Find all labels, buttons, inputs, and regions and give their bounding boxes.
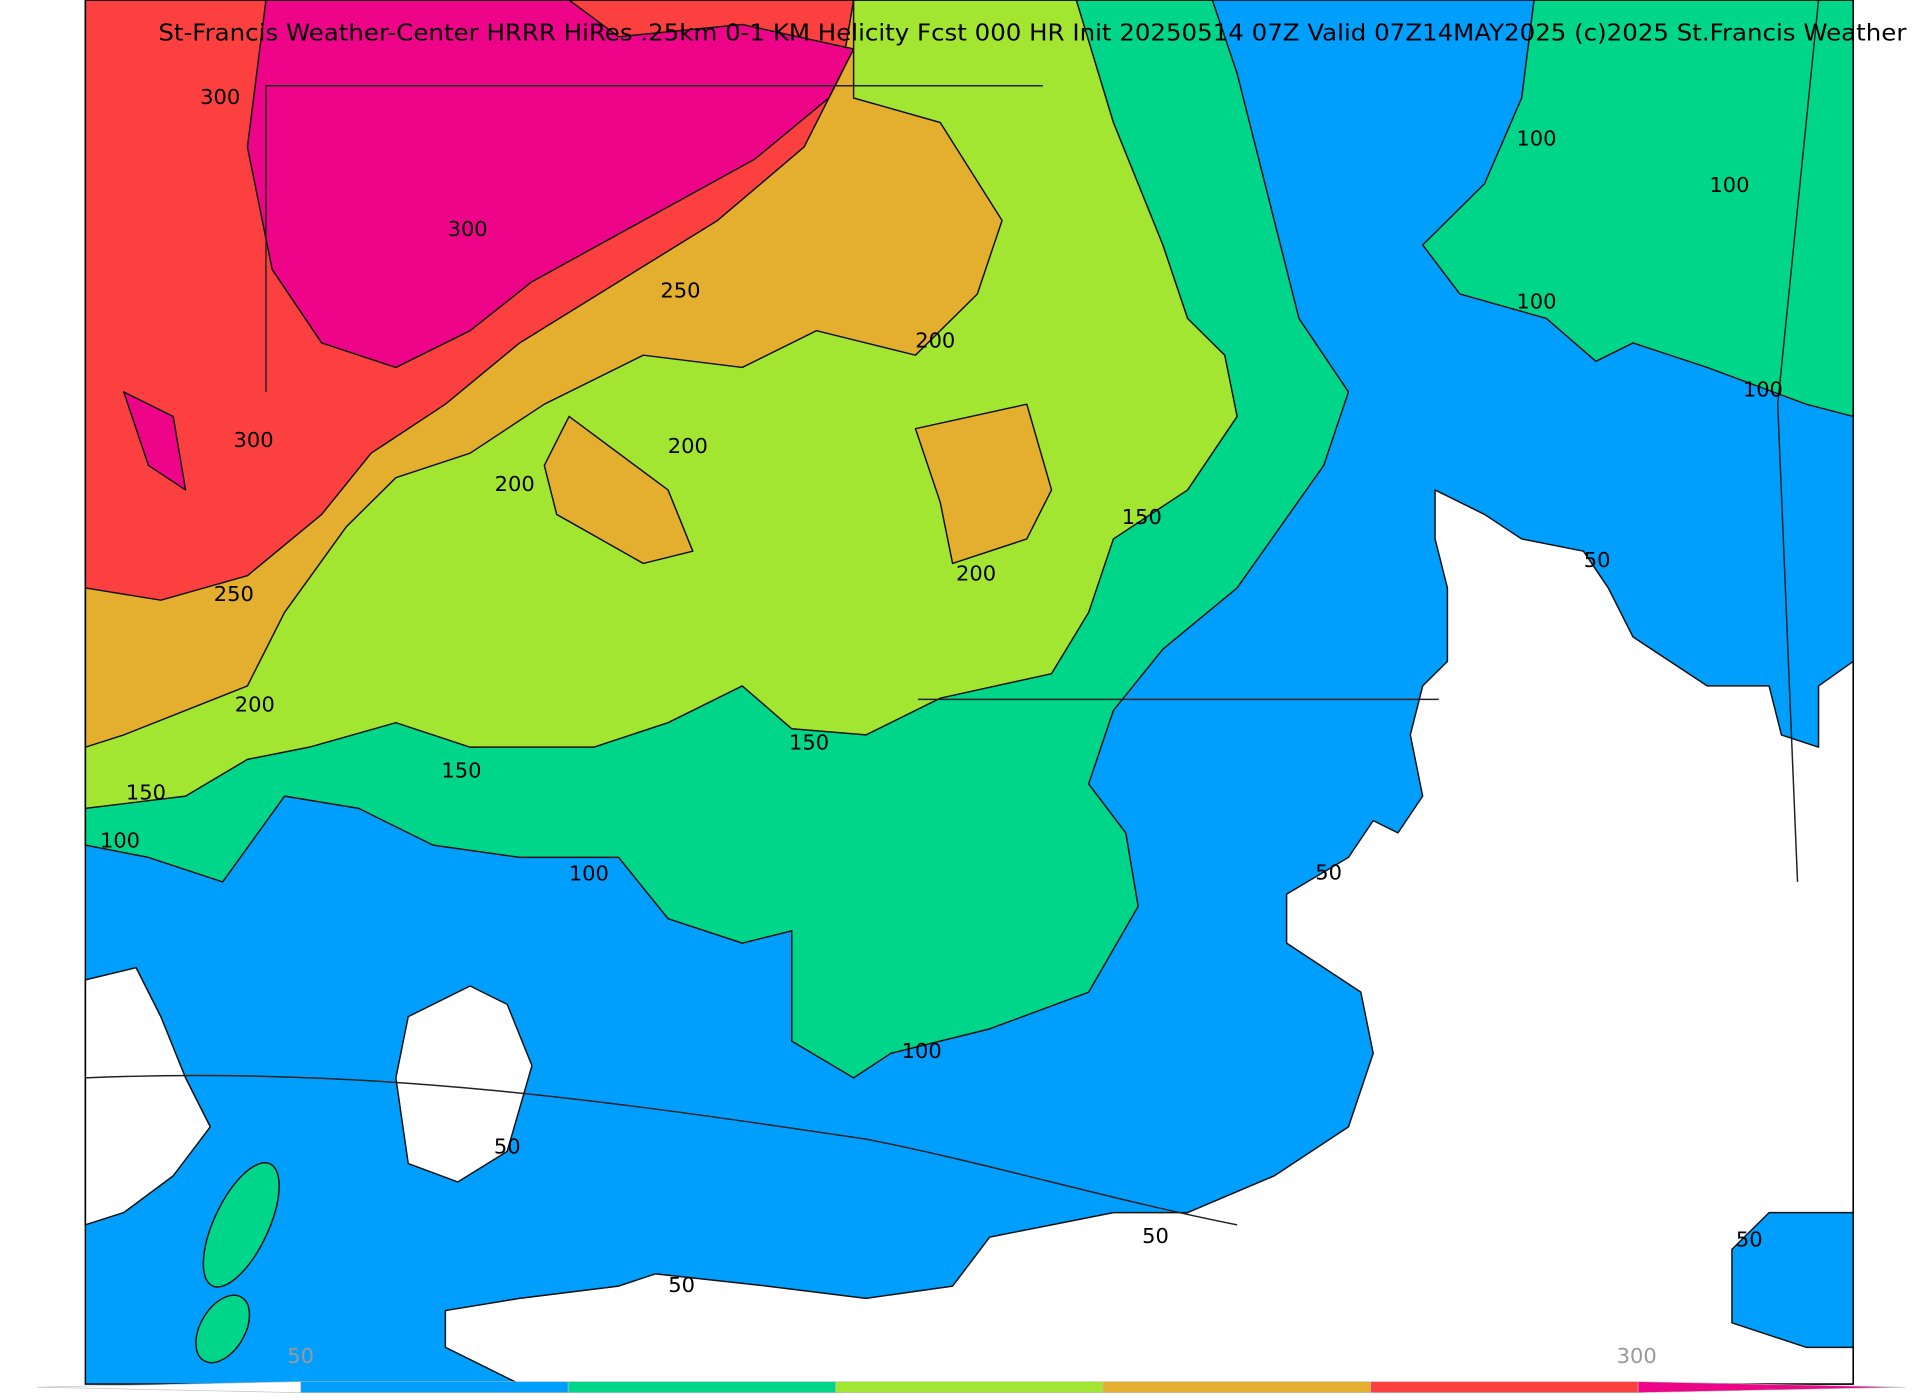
contour-label: 200 bbox=[915, 329, 955, 353]
contour-label: 300 bbox=[448, 217, 488, 241]
contour-label: 50 bbox=[494, 1135, 521, 1159]
colorbar-segment bbox=[300, 1381, 569, 1393]
contour-label: 50 bbox=[668, 1273, 695, 1297]
contour-label: 100 bbox=[100, 829, 140, 853]
orange-region bbox=[914, 403, 1053, 565]
colorbar-segment bbox=[835, 1381, 1104, 1393]
contour-label: 150 bbox=[789, 731, 829, 755]
contour-label: 50 bbox=[1142, 1224, 1169, 1248]
colorbar-segment bbox=[1102, 1381, 1371, 1393]
contour-label: 150 bbox=[441, 759, 481, 783]
contour-label: 250 bbox=[660, 279, 700, 303]
white-region bbox=[84, 966, 212, 1226]
contour-label: 50 bbox=[1736, 1228, 1763, 1252]
contour-label: 300 bbox=[234, 428, 274, 452]
contour-label: 200 bbox=[495, 472, 535, 496]
contour-label: 200 bbox=[668, 434, 708, 458]
map-field bbox=[84, 0, 1854, 1385]
green-region bbox=[195, 1294, 251, 1364]
contour-label: 200 bbox=[956, 562, 996, 586]
orange-region bbox=[543, 415, 694, 565]
contour-label: 100 bbox=[1516, 290, 1556, 314]
white-region bbox=[444, 489, 1854, 1385]
magenta-region bbox=[246, 0, 855, 369]
colorbar-segment bbox=[37, 1381, 301, 1393]
white-region bbox=[395, 985, 533, 1183]
contour-label: 100 bbox=[1709, 173, 1749, 197]
colorbar-label: 300 bbox=[1617, 1344, 1657, 1368]
green-region bbox=[202, 1162, 280, 1288]
contour-label: 300 bbox=[200, 85, 240, 109]
contour-label: 50 bbox=[1315, 860, 1342, 884]
contour-label: 250 bbox=[214, 582, 254, 606]
boundaries bbox=[84, 0, 1854, 1385]
state-border bbox=[265, 0, 1820, 882]
contour-label: 200 bbox=[235, 693, 275, 717]
contour-label: 150 bbox=[126, 781, 166, 805]
contour-label: 100 bbox=[569, 862, 609, 886]
map-title: St-Francis Weather-Center HRRR HiRes .25… bbox=[158, 19, 1906, 47]
contour-label: 100 bbox=[1516, 127, 1556, 151]
coastline bbox=[85, 1074, 1238, 1226]
contour-labels: 300 300 250 200 200 300 200 150 200 250 … bbox=[100, 85, 1783, 1297]
colorbar: 50 300 bbox=[37, 1344, 1906, 1393]
colorbar-segment bbox=[1370, 1381, 1639, 1393]
contour-label: 100 bbox=[902, 1039, 942, 1063]
contour-label: 150 bbox=[1122, 505, 1162, 529]
contour-label: 50 bbox=[1584, 548, 1611, 572]
magenta-region bbox=[122, 391, 187, 491]
contour-label: 100 bbox=[1743, 378, 1783, 402]
colorbar-segment bbox=[567, 1381, 836, 1393]
colorbar-label: 50 bbox=[287, 1344, 314, 1368]
